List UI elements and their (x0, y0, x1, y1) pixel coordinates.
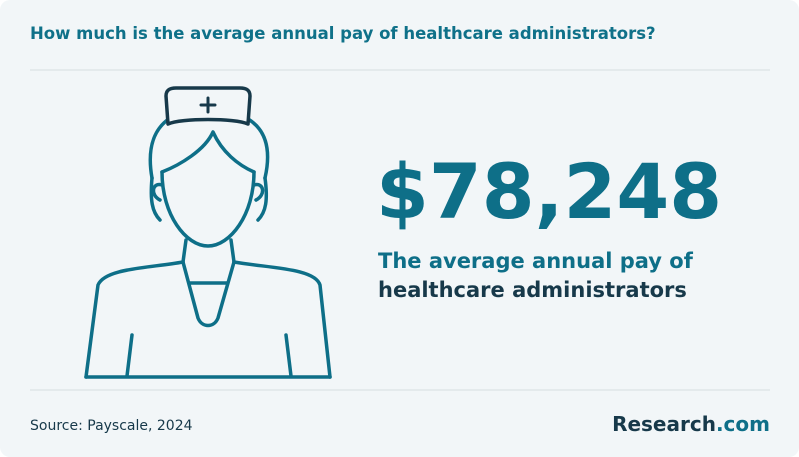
nurse-icon (84, 107, 332, 379)
logo-suffix: .com (716, 412, 770, 436)
title: How much is the average annual pay of he… (30, 24, 656, 43)
source: Source: Payscale, 2024 (30, 418, 193, 434)
caption-line: healthcare administrators (378, 278, 687, 302)
logo-main: Research (612, 412, 716, 436)
caption-line: The average annual pay of (378, 249, 694, 273)
nurse-cap (164, 86, 252, 126)
stat-value: $78,248 (376, 147, 722, 236)
logo: Research.com (612, 412, 770, 436)
